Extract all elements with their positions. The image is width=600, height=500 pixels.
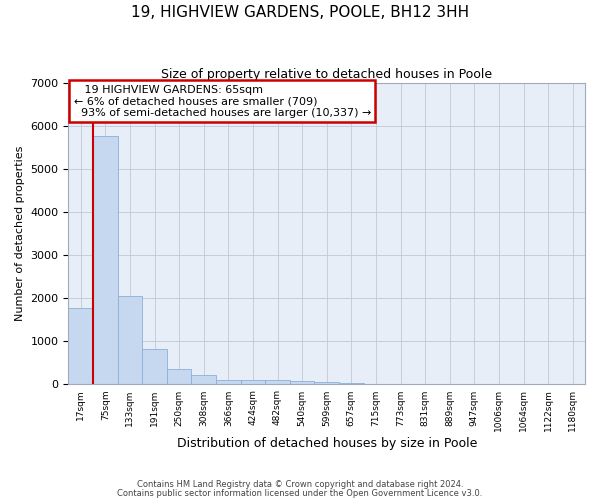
Bar	[118, 296, 142, 384]
Bar	[68, 308, 93, 384]
Bar	[93, 136, 118, 384]
Bar	[191, 374, 216, 384]
Y-axis label: Number of detached properties: Number of detached properties	[15, 146, 25, 322]
Text: 19 HIGHVIEW GARDENS: 65sqm
← 6% of detached houses are smaller (709)
  93% of se: 19 HIGHVIEW GARDENS: 65sqm ← 6% of detac…	[74, 84, 371, 118]
Bar	[241, 380, 265, 384]
Bar	[314, 382, 339, 384]
Text: Contains HM Land Registry data © Crown copyright and database right 2024.: Contains HM Land Registry data © Crown c…	[137, 480, 463, 489]
Title: Size of property relative to detached houses in Poole: Size of property relative to detached ho…	[161, 68, 492, 80]
Text: 19, HIGHVIEW GARDENS, POOLE, BH12 3HH: 19, HIGHVIEW GARDENS, POOLE, BH12 3HH	[131, 5, 469, 20]
Bar	[265, 380, 290, 384]
Bar	[216, 380, 241, 384]
Bar	[167, 369, 191, 384]
X-axis label: Distribution of detached houses by size in Poole: Distribution of detached houses by size …	[176, 437, 477, 450]
Bar	[339, 383, 364, 384]
Text: Contains public sector information licensed under the Open Government Licence v3: Contains public sector information licen…	[118, 488, 482, 498]
Bar	[290, 381, 314, 384]
Bar	[142, 349, 167, 384]
